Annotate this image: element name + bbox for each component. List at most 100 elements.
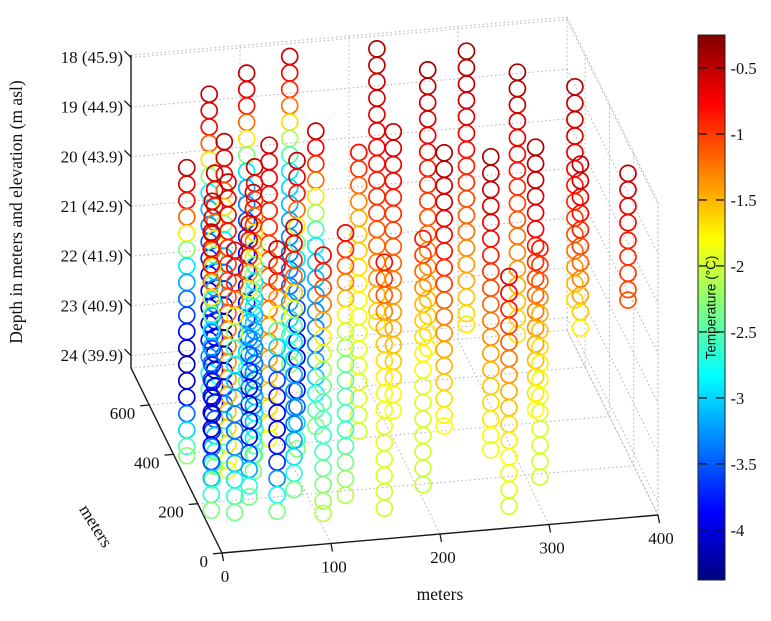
temperature-marker — [237, 64, 256, 82]
temperature-marker — [435, 160, 454, 179]
temperature-marker — [177, 446, 196, 465]
colorbar — [697, 34, 726, 581]
temperature-marker — [202, 501, 221, 520]
temperature-marker — [531, 288, 549, 307]
temperature-marker — [306, 138, 325, 157]
temperature-marker — [531, 354, 549, 373]
temperature-marker — [225, 487, 244, 506]
z-axis-title: Depth in meters and elevation (m asl) — [6, 80, 26, 344]
backwall-z-gridline — [130, 217, 568, 257]
temperature-marker — [280, 96, 299, 115]
temperature-marker — [566, 127, 584, 145]
temperature-marker — [418, 142, 437, 161]
y-tick-label: 600 — [110, 404, 136, 423]
x-tick-label: 100 — [321, 558, 347, 577]
temperature-marker — [260, 136, 278, 155]
z-tick-label: 22 (41.9) — [61, 247, 123, 266]
temperature-marker — [481, 213, 500, 232]
temperature-marker — [508, 210, 527, 229]
box-edge-floor-right — [566, 329, 659, 516]
colorbar-tick-label: -3 — [731, 389, 745, 408]
temperature-marker — [481, 180, 500, 199]
temperature-marker — [280, 64, 299, 82]
temperature-marker — [349, 422, 368, 441]
temperature-marker — [418, 61, 437, 79]
temperature-marker — [384, 237, 403, 256]
temperature-marker — [435, 373, 454, 392]
temperature-marker — [414, 377, 432, 396]
temperature-marker — [457, 255, 476, 274]
temperature-marker — [619, 213, 637, 232]
temperature-marker — [481, 262, 500, 281]
temperature-marker — [500, 382, 518, 401]
borehole-column — [202, 223, 221, 520]
temperature-marker — [177, 224, 196, 243]
temperature-marker — [566, 94, 584, 113]
temperature-marker — [375, 335, 394, 354]
temperature-marker — [384, 221, 403, 240]
temperature-marker — [414, 475, 432, 494]
y-axis-line — [130, 367, 223, 554]
temperature-marker — [619, 197, 637, 216]
temperature-marker — [375, 400, 394, 419]
borehole-column — [619, 231, 637, 309]
temperature-marker — [177, 306, 196, 325]
temperature-marker — [508, 243, 527, 262]
z-axis-tick — [124, 100, 132, 108]
temperature-marker — [435, 291, 454, 310]
borehole-column — [384, 122, 403, 420]
temperature-marker — [260, 152, 278, 171]
temperature-marker — [280, 129, 299, 148]
temperature-marker — [368, 56, 386, 75]
temperature-marker — [508, 145, 527, 163]
colorbar-title: Temperature (°C) — [704, 256, 719, 360]
temperature-marker — [280, 113, 299, 131]
temperature-marker — [500, 415, 518, 433]
temperature-marker — [526, 187, 545, 206]
temperature-marker — [225, 503, 244, 522]
temperature-marker — [457, 91, 476, 110]
temperature-marker — [508, 178, 527, 196]
temperature-marker — [375, 433, 394, 452]
temperature-marker — [531, 338, 549, 356]
temperature-marker — [481, 410, 500, 428]
x-axis-title: meters — [417, 584, 464, 604]
temperature-marker — [619, 247, 637, 266]
temperature-marker — [414, 442, 432, 461]
temperature-marker — [414, 344, 432, 363]
temperature-marker — [481, 426, 500, 445]
x-tick-label: 300 — [539, 539, 565, 558]
temperature-marker — [481, 246, 500, 265]
borehole-column — [619, 164, 637, 232]
borehole-column — [571, 155, 590, 337]
y-axis-tick — [140, 404, 150, 407]
temperature-marker — [177, 404, 196, 423]
temperature-marker — [526, 220, 545, 239]
temperature-marker — [268, 502, 286, 521]
temperature-marker — [215, 132, 234, 151]
temperature-marker — [202, 485, 221, 504]
z-tick-label: 18 (45.9) — [61, 48, 123, 67]
temperature-marker — [481, 344, 500, 363]
temperature-marker — [435, 417, 454, 435]
temperature-marker — [457, 107, 476, 126]
temperature-marker — [336, 437, 355, 455]
z-tick-label: 24 (39.9) — [61, 346, 123, 365]
temperature-marker — [619, 291, 637, 309]
temperature-marker — [336, 486, 355, 505]
temperature-marker — [566, 291, 584, 309]
temperature-marker — [177, 175, 196, 193]
temperature-marker — [418, 192, 437, 210]
borehole-column — [414, 229, 432, 494]
floor-x-gridline — [348, 348, 441, 535]
temperature-marker — [619, 180, 637, 199]
temperature-marker — [384, 172, 403, 190]
temperature-marker — [526, 154, 545, 173]
temperature-marker — [435, 258, 454, 277]
temperature-marker — [177, 208, 196, 226]
temperature-marker — [368, 236, 386, 255]
temperature-marker — [566, 77, 584, 96]
temperature-marker — [368, 72, 386, 91]
temperature-marker — [481, 361, 500, 379]
